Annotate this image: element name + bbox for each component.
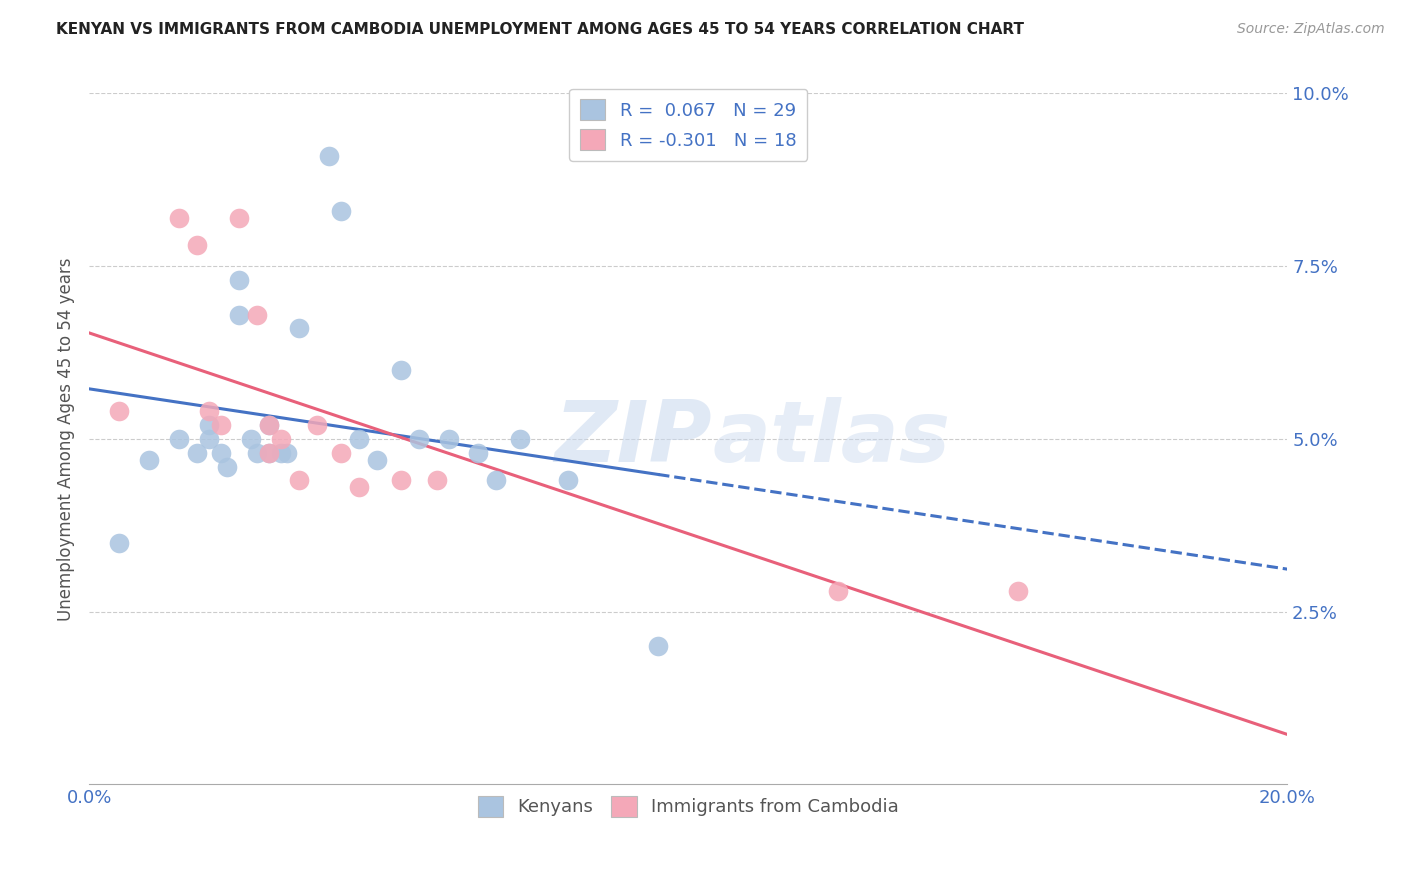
Point xyxy=(827,583,849,598)
Point xyxy=(270,446,292,460)
Point xyxy=(467,446,489,460)
Point xyxy=(198,418,221,433)
Text: KENYAN VS IMMIGRANTS FROM CAMBODIA UNEMPLOYMENT AMONG AGES 45 TO 54 YEARS CORREL: KENYAN VS IMMIGRANTS FROM CAMBODIA UNEMP… xyxy=(56,22,1024,37)
Text: atlas: atlas xyxy=(711,398,950,481)
Point xyxy=(557,474,579,488)
Point xyxy=(198,404,221,418)
Point xyxy=(305,418,328,433)
Y-axis label: Unemployment Among Ages 45 to 54 years: Unemployment Among Ages 45 to 54 years xyxy=(58,257,75,621)
Text: Source: ZipAtlas.com: Source: ZipAtlas.com xyxy=(1237,22,1385,37)
Point xyxy=(228,308,250,322)
Point xyxy=(270,432,292,446)
Point xyxy=(138,452,160,467)
Point xyxy=(389,474,412,488)
Point xyxy=(257,446,280,460)
Point xyxy=(485,474,508,488)
Point xyxy=(276,446,298,460)
Point xyxy=(215,459,238,474)
Point xyxy=(329,446,352,460)
Point xyxy=(246,308,269,322)
Point xyxy=(329,203,352,218)
Point xyxy=(509,432,531,446)
Point xyxy=(257,418,280,433)
Point xyxy=(167,211,190,225)
Legend: Kenyans, Immigrants from Cambodia: Kenyans, Immigrants from Cambodia xyxy=(471,789,905,824)
Point xyxy=(186,446,208,460)
Point xyxy=(389,363,412,377)
Point xyxy=(425,474,447,488)
Point xyxy=(257,418,280,433)
Point xyxy=(228,211,250,225)
Point xyxy=(366,452,388,467)
Point xyxy=(287,474,309,488)
Point xyxy=(108,535,131,549)
Point xyxy=(186,238,208,252)
Point xyxy=(408,432,430,446)
Text: ZIP: ZIP xyxy=(554,398,711,481)
Point xyxy=(246,446,269,460)
Point xyxy=(347,432,370,446)
Point xyxy=(318,148,340,162)
Point xyxy=(1007,583,1029,598)
Point xyxy=(209,418,232,433)
Point xyxy=(239,432,262,446)
Point xyxy=(167,432,190,446)
Point xyxy=(198,432,221,446)
Point xyxy=(257,446,280,460)
Point xyxy=(108,404,131,418)
Point xyxy=(647,639,669,653)
Point xyxy=(437,432,460,446)
Point xyxy=(287,321,309,335)
Point xyxy=(209,446,232,460)
Point xyxy=(228,273,250,287)
Point xyxy=(347,480,370,494)
